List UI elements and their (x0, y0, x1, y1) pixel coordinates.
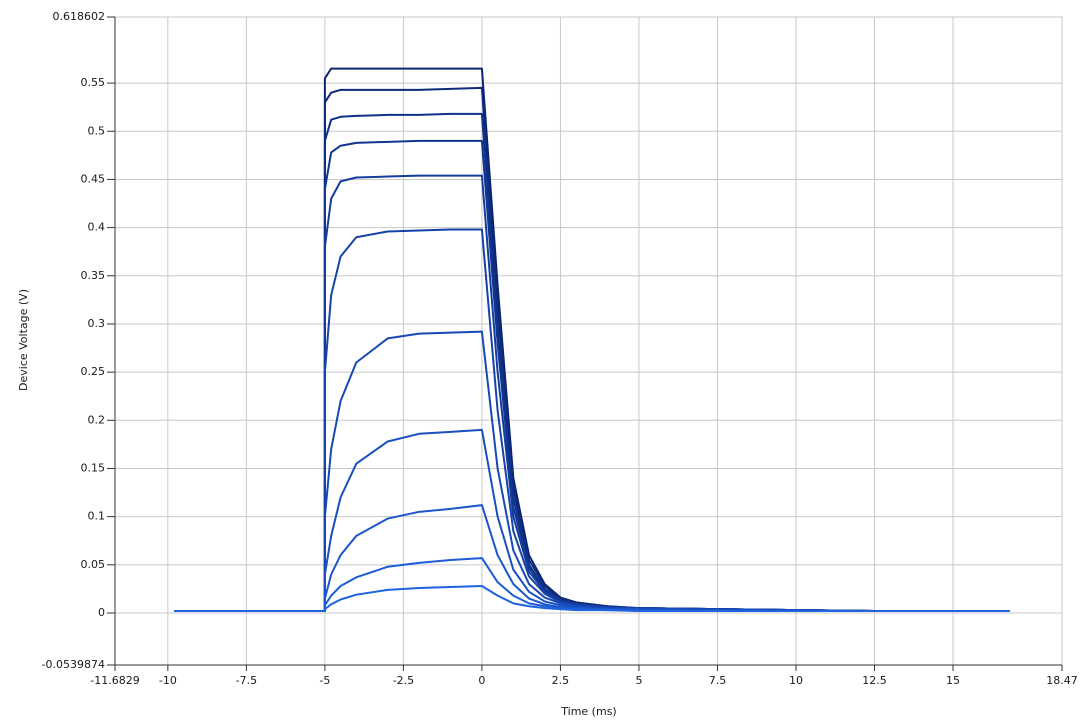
y-tick-label: 0.4 (88, 221, 106, 234)
x-tick-label: 15 (946, 674, 960, 687)
y-tick-label: 0.15 (81, 461, 106, 474)
x-tick-label: -7.5 (236, 674, 257, 687)
plot-area (114, 16, 1063, 666)
x-tick-label: -10 (159, 674, 177, 687)
x-tick-label: -5 (319, 674, 330, 687)
x-tick-label: 0 (478, 674, 485, 687)
y-tick-label: 0.3 (88, 317, 106, 330)
y-tick-label: 0.618602 (53, 10, 106, 23)
y-tick-label: 0.2 (88, 413, 106, 426)
x-tick-label: 7.5 (709, 674, 727, 687)
series-line (174, 585, 1010, 613)
y-tick-label: 0 (98, 606, 105, 619)
y-tick-label: 0.55 (81, 76, 106, 89)
x-tick-label: -11.6829 (90, 674, 139, 687)
y-tick-label: 0.25 (81, 365, 106, 378)
y-tick-label: -0.0539874 (42, 658, 105, 671)
x-tick-label: 12.5 (862, 674, 887, 687)
x-tick-label: -2.5 (393, 674, 414, 687)
y-tick-label: 0.1 (88, 510, 106, 523)
x-tick-label: 10 (789, 674, 803, 687)
y-tick-label: 0.5 (88, 124, 106, 137)
x-tick-label: 18.47 (1046, 674, 1078, 687)
x-tick-label: 2.5 (552, 674, 570, 687)
y-axis-label: Device Voltage (V) (17, 289, 30, 391)
y-tick-label: 0.05 (81, 558, 106, 571)
y-tick-label: 0.35 (81, 269, 106, 282)
x-tick-label: 5 (635, 674, 642, 687)
x-axis-label: Time (ms) (560, 705, 616, 718)
y-tick-label: 0.45 (81, 172, 106, 185)
